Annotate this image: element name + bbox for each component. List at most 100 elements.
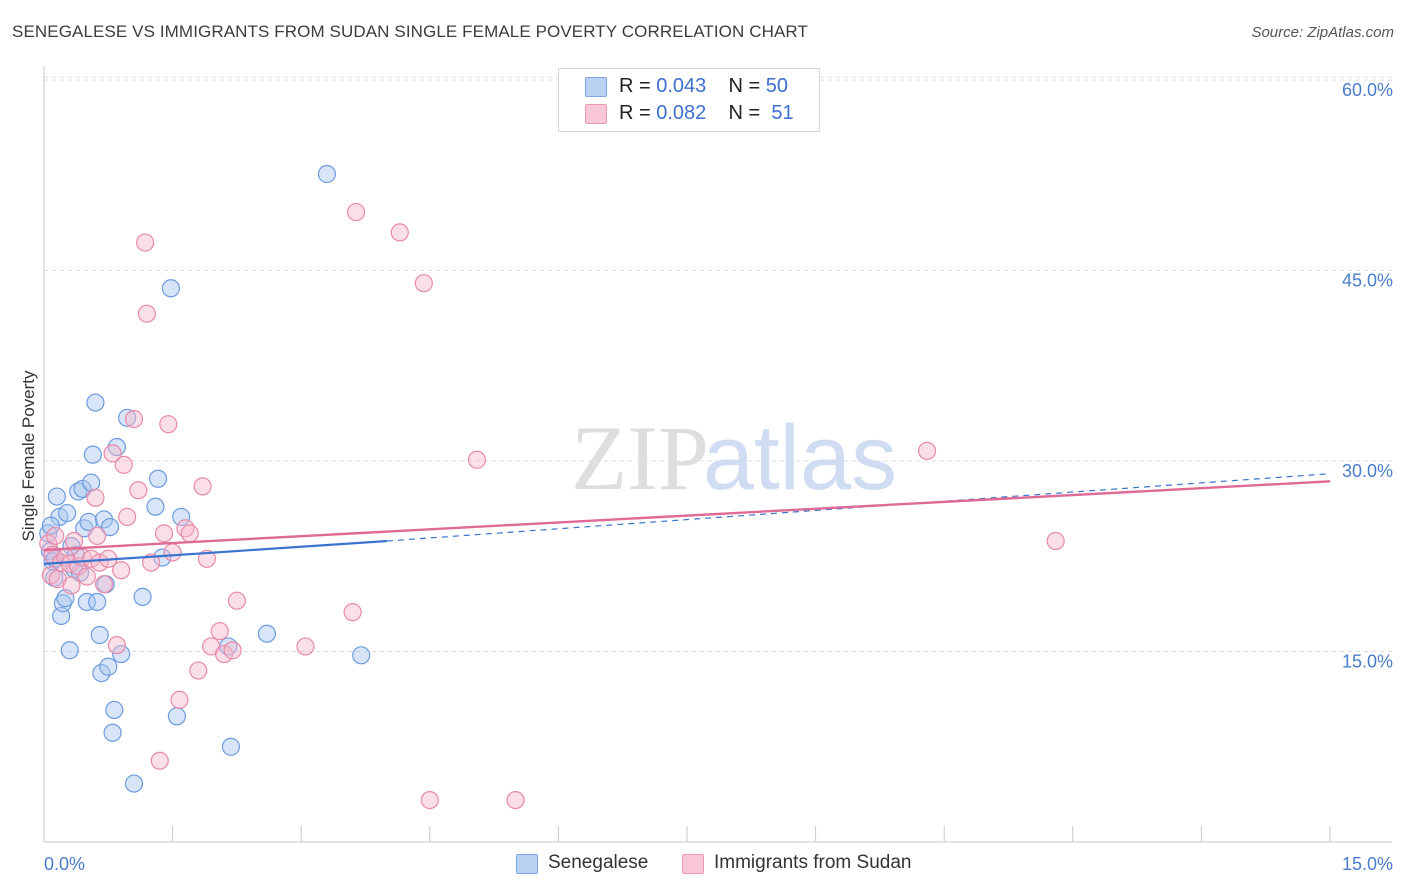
y-tick-label: 45.0% (1342, 271, 1393, 291)
senegalese-point (221, 737, 240, 756)
senegalese-point (133, 587, 152, 606)
sudan-point (180, 524, 199, 543)
senegalese-point (53, 594, 72, 613)
legend-n-label: N = (728, 102, 761, 124)
data-points (39, 164, 1065, 810)
sudan-point (917, 441, 937, 460)
sudan-point (124, 409, 144, 429)
senegalese-point (118, 408, 137, 427)
sudan-point (390, 223, 409, 242)
senegalese-point (257, 624, 277, 643)
chart-title: SENEGALESE VS IMMIGRANTS FROM SUDAN SING… (12, 22, 808, 41)
legend-r-label: R = (619, 75, 651, 97)
senegalese-point (124, 774, 144, 793)
sudan-point (159, 415, 178, 434)
senegalese-point (317, 164, 337, 184)
senegalese-point (58, 503, 77, 523)
senegalese-trend-extension (386, 473, 1331, 542)
senegalese-point (79, 512, 98, 532)
axes (43, 66, 1392, 843)
senegalese-point (88, 592, 107, 612)
legend-r-value: 0.043 (656, 75, 707, 97)
senegalese-point (92, 663, 111, 683)
sudan-point (346, 202, 366, 222)
watermark-zip: ZIP (571, 407, 709, 509)
bottom-legend-swatch-blue (516, 854, 538, 874)
bottom-legend-label: Senegalese (548, 852, 649, 873)
legend-r-value: 0.082 (656, 102, 707, 124)
watermark: ZIP atlas (571, 407, 897, 509)
trend-lines (43, 473, 1331, 565)
grid-lines (44, 76, 1392, 652)
sudan-point (343, 603, 362, 622)
sudan-point (1046, 531, 1065, 551)
senegalese-point (352, 646, 371, 665)
sudan-point (129, 481, 148, 500)
sudan-point (94, 575, 114, 594)
x-tick-label: 15.0% (1342, 854, 1393, 874)
sudan-point (62, 576, 81, 595)
bottom-legend-label: Immigrants from Sudan (714, 852, 912, 873)
legend-n-value: 50 (765, 75, 789, 97)
sudan-point (39, 534, 58, 553)
senegalese-point (82, 473, 101, 492)
sudan-point (210, 622, 229, 641)
senegalese-point (100, 517, 120, 537)
sudan-point (150, 751, 169, 770)
sudan-point (223, 641, 242, 660)
sudan-point (77, 567, 96, 586)
senegalese-point (167, 707, 186, 726)
senegalese-point (146, 497, 165, 516)
sudan-point (64, 531, 84, 551)
bottom-legend-swatch-pink (682, 854, 704, 874)
y-tick-label: 30.0% (1342, 461, 1393, 481)
sudan-point (227, 591, 246, 610)
sudan-point (107, 636, 126, 655)
senegalese-trend-line (43, 539, 388, 565)
senegalese-point (172, 507, 191, 526)
sudan-point (197, 549, 216, 568)
correlation-legend: R = 0.043 N = 50 R = 0.082 N = 51 (558, 68, 820, 132)
sudan-point (118, 507, 137, 526)
sudan-point (112, 561, 131, 580)
senegalese-point (83, 445, 102, 464)
senegalese-point (90, 625, 109, 645)
legend-swatch-pink (585, 104, 607, 124)
senegalese-point (148, 469, 168, 488)
sudan-point (506, 790, 525, 810)
sudan-point (136, 233, 155, 252)
sudan-point (88, 526, 107, 546)
watermark-atlas: atlas (703, 407, 897, 509)
senegalese-point (77, 592, 96, 612)
senegalese-point (105, 700, 124, 720)
legend-r-label: R = (619, 102, 651, 124)
sudan-trend-line (43, 480, 1331, 552)
sudan-point (414, 274, 433, 293)
sudan-point (193, 477, 212, 496)
sudan-point (420, 790, 439, 810)
source-label: Source: ZipAtlas.com (1251, 24, 1394, 41)
sudan-point (103, 444, 122, 463)
legend-swatch-blue (585, 77, 607, 97)
sudan-point (154, 524, 174, 543)
tick-labels: 15.0% 30.0% 45.0% 60.0% 0.0% 15.0% (44, 80, 1393, 874)
sudan-point (137, 304, 156, 323)
senegalese-point (99, 657, 118, 676)
sudan-point (46, 526, 65, 546)
sudan-point (189, 661, 208, 680)
sudan-point (142, 553, 161, 572)
y-tick-label: 15.0% (1342, 652, 1393, 672)
x-tick-label: 0.0% (44, 854, 85, 874)
sudan-point (90, 553, 109, 572)
legend-n-label: N = (728, 75, 761, 97)
senegalese-point (103, 723, 122, 742)
senegalese-point (41, 516, 60, 535)
y-axis-label: Single Female Poverty (19, 370, 38, 542)
sudan-point (114, 455, 133, 474)
senegalese-point (60, 641, 79, 660)
legend-n-value: 51 (771, 102, 794, 124)
sudan-point (214, 644, 234, 664)
senegalese-point (86, 393, 105, 412)
sudan-point (170, 690, 189, 709)
